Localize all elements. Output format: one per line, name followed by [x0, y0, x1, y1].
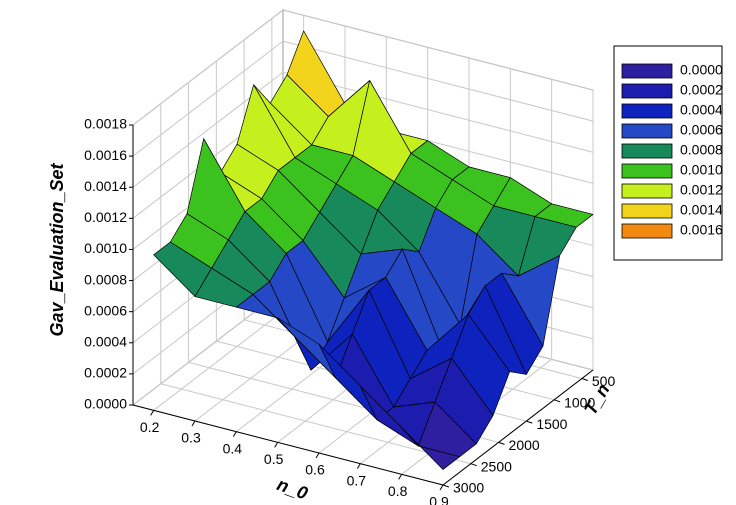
grid-line	[132, 40, 284, 157]
z-tick-label: 0.0004	[84, 333, 127, 349]
z-tick-label: 0.0006	[84, 302, 127, 318]
y-tick-label: 2000	[509, 437, 540, 453]
y-axis	[442, 369, 594, 486]
legend-label: 0.0006	[680, 122, 723, 138]
legend-label: 0.0008	[680, 142, 723, 158]
legend-swatch	[621, 103, 673, 119]
z-tick-label: 0.0002	[84, 365, 127, 381]
legend-label: 0.0014	[680, 202, 723, 218]
legend-swatch	[621, 143, 673, 159]
grid-line	[282, 9, 594, 91]
tick-mark	[232, 431, 237, 437]
legend-label: 0.0002	[680, 82, 723, 98]
x-tick-label: 0.4	[223, 440, 243, 456]
tick-mark	[398, 474, 403, 480]
tick-mark	[150, 410, 155, 416]
x-tick-label: 0.3	[181, 430, 201, 446]
legend-swatch	[621, 163, 673, 179]
x-tick-label: 0.2	[140, 419, 160, 435]
y-tick-label: 1000	[564, 395, 595, 411]
tick-mark	[315, 452, 320, 459]
legend-swatch	[621, 203, 673, 219]
legend-swatch	[621, 183, 673, 199]
tick-mark	[442, 484, 450, 488]
y-tick-label: 2500	[481, 458, 512, 474]
x-tick-label: 0.7	[347, 472, 367, 488]
legend-swatch	[621, 83, 673, 99]
legend-label: 0.0000	[680, 62, 723, 78]
x-tick-label: 0.8	[388, 483, 408, 499]
x-tick-label: 0.9	[429, 494, 449, 505]
legend-swatch	[621, 223, 673, 239]
z-axis-title: Gav_Evaluation_Set	[47, 162, 67, 336]
y-tick-label: 1500	[536, 416, 567, 432]
x-tick-label: 0.5	[264, 451, 284, 467]
y-tick-label: 500	[592, 373, 616, 389]
legend-label: 0.0010	[680, 162, 723, 178]
legend-swatch	[621, 63, 673, 79]
grid-line	[160, 383, 471, 465]
surface	[153, 30, 594, 470]
z-tick-label: 0.0012	[84, 209, 127, 225]
tick-mark	[581, 378, 589, 381]
x-axis	[132, 404, 444, 486]
z-tick-label: 0.0010	[84, 240, 127, 256]
tick-mark	[439, 484, 444, 491]
legend-label: 0.0004	[680, 102, 723, 118]
legend-swatch	[621, 123, 673, 139]
z-tick-label: 0.0018	[84, 116, 127, 132]
grid-line	[282, 40, 594, 122]
x-tick-label: 0.6	[305, 462, 325, 478]
z-tick-label: 0.0016	[84, 147, 127, 163]
tick-mark	[526, 420, 533, 424]
surface-cell	[401, 427, 461, 470]
z-tick-label: 0.0008	[84, 271, 127, 287]
tick-mark	[498, 441, 505, 445]
legend: 0.0000 0.0002 0.0004 0.0006 0.0008 0.0010 0.00…	[621, 62, 723, 239]
tick-mark	[470, 463, 477, 467]
tick-mark	[356, 463, 361, 469]
y-tick-label: 3000	[453, 480, 484, 496]
legend-label: 0.0012	[680, 182, 723, 198]
tick-mark	[553, 399, 561, 403]
tick-mark	[274, 442, 279, 448]
legend-label: 0.0016	[680, 222, 723, 238]
grid-line	[132, 9, 284, 126]
z-tick-label: 0.0000	[84, 396, 127, 412]
z-tick-label: 0.0014	[84, 178, 127, 194]
tick-mark	[191, 420, 196, 427]
